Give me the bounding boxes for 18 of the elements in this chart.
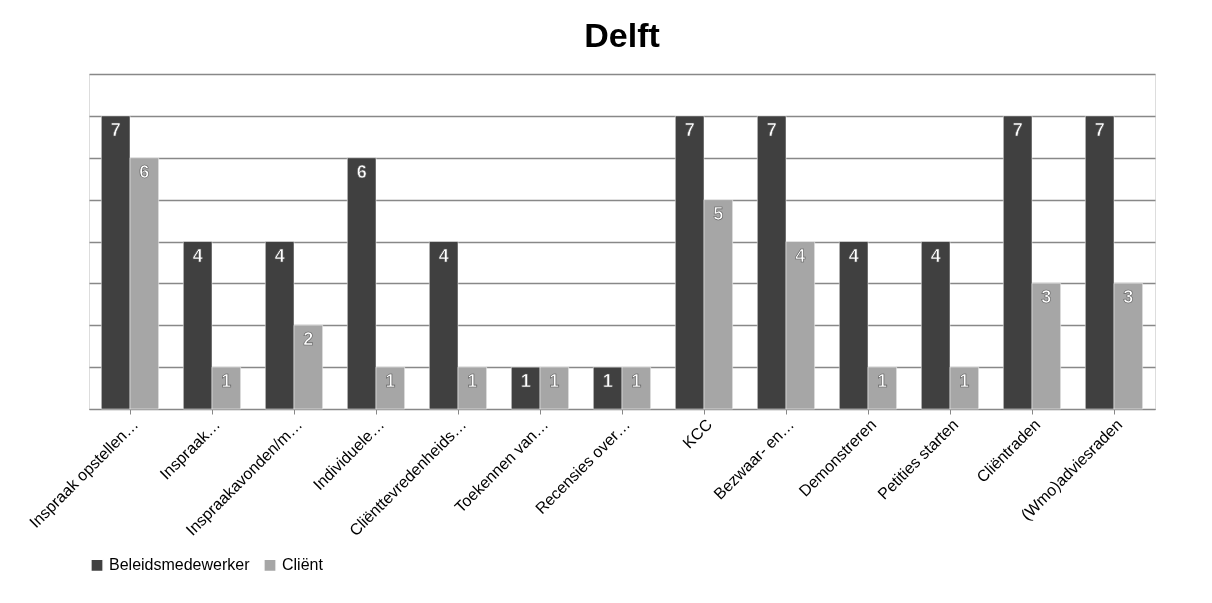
data-label: 1	[520, 371, 531, 392]
data-label: 4	[930, 245, 941, 266]
data-label: 4	[192, 245, 203, 266]
data-label: 4	[848, 245, 859, 266]
data-label: 2	[303, 329, 314, 350]
legend-label: Beleidsmedewerker	[109, 556, 251, 574]
data-label: 7	[110, 119, 121, 140]
data-label: 4	[274, 245, 285, 266]
data-label: 7	[1094, 119, 1105, 140]
data-label: 7	[1012, 119, 1023, 140]
data-label: 1	[602, 371, 613, 392]
data-label: 6	[139, 161, 150, 182]
data-label: 7	[766, 119, 777, 140]
data-label: 4	[438, 245, 449, 266]
data-label: 7	[684, 119, 695, 140]
chart-title: Delft	[584, 16, 660, 54]
data-label: 6	[356, 161, 367, 182]
legend-label: Cliënt	[282, 556, 324, 574]
